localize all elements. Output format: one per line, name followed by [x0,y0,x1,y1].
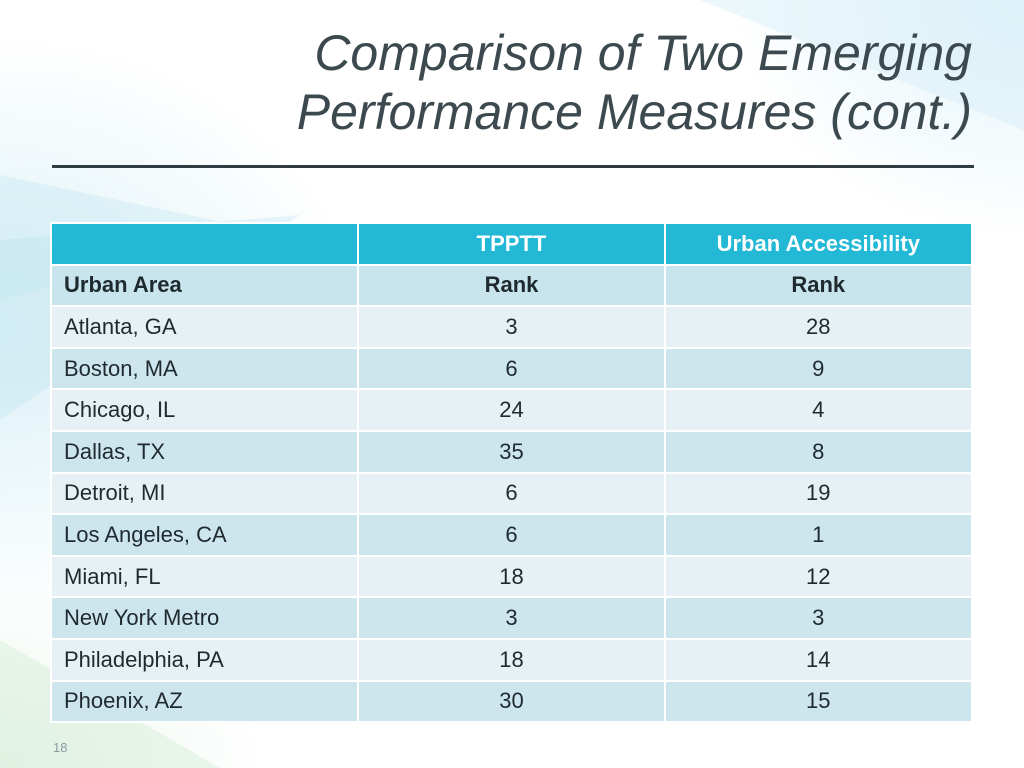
table-row: Los Angeles, CA 6 1 [49,513,974,557]
cell-urban-area: Philadelphia, PA [49,637,360,682]
cell-accessibility-rank: 15 [663,679,974,724]
cell-urban-area: New York Metro [49,596,360,640]
cell-urban-area: Atlanta, GA [49,305,360,349]
slide-title: Comparison of Two Emerging Performance M… [172,24,972,142]
cell-urban-area: Boston, MA [49,346,360,391]
table-row: Boston, MA 6 9 [49,346,974,391]
cell-accessibility-rank: 4 [663,388,974,432]
table-row: Chicago, IL 24 4 [49,388,974,432]
cell-accessibility-rank: 19 [663,471,974,516]
header-cell-tpptt: TPPTT [357,222,666,266]
table-row: Detroit, MI 6 19 [49,471,974,516]
cell-urban-area: Dallas, TX [49,429,360,474]
cell-accessibility-rank: 8 [663,429,974,474]
table-row: Atlanta, GA 3 28 [49,305,974,349]
header-cell-blank [49,222,360,266]
table-row: Philadelphia, PA 18 14 [49,637,974,682]
cell-tpptt-rank: 3 [357,596,666,640]
cell-urban-area: Miami, FL [49,554,360,599]
cell-urban-area: Los Angeles, CA [49,513,360,557]
cell-tpptt-rank: 18 [357,554,666,599]
cell-tpptt-rank: 30 [357,679,666,724]
header-row: TPPTT Urban Accessibility [49,222,974,266]
ranking-table: TPPTT Urban Accessibility Urban Area Ran… [49,222,974,724]
title-divider [52,165,974,168]
cell-urban-area: Detroit, MI [49,471,360,516]
table-header: TPPTT Urban Accessibility [49,222,974,266]
cell-tpptt-rank: 18 [357,637,666,682]
table-body: Urban Area Rank Rank Atlanta, GA 3 28 Bosto… [49,263,974,724]
cell-accessibility-rank: 3 [663,596,974,640]
cell-tpptt-rank: 6 [357,513,666,557]
cell-tpptt-rank: 24 [357,388,666,432]
header-cell-urban-accessibility: Urban Accessibility [663,222,974,266]
table-row: Phoenix, AZ 30 15 [49,679,974,724]
page-number: 18 [53,740,68,755]
cell-tpptt-rank: 35 [357,429,666,474]
subheader-urban-area: Urban Area [49,263,360,308]
cell-urban-area: Phoenix, AZ [49,679,360,724]
cell-accessibility-rank: 1 [663,513,974,557]
cell-tpptt-rank: 6 [357,346,666,391]
cell-tpptt-rank: 6 [357,471,666,516]
table-row: Dallas, TX 35 8 [49,429,974,474]
title-line-2: Performance Measures (cont.) [296,84,972,140]
cell-accessibility-rank: 14 [663,637,974,682]
table-row: Miami, FL 18 12 [49,554,974,599]
subheader-rank-accessibility: Rank [663,263,974,308]
cell-urban-area: Chicago, IL [49,388,360,432]
subheader-rank-tpptt: Rank [357,263,666,308]
subheader-row: Urban Area Rank Rank [49,263,974,308]
table-row: New York Metro 3 3 [49,596,974,640]
title-line-1: Comparison of Two Emerging [314,25,972,81]
cell-accessibility-rank: 12 [663,554,974,599]
cell-tpptt-rank: 3 [357,305,666,349]
cell-accessibility-rank: 9 [663,346,974,391]
cell-accessibility-rank: 28 [663,305,974,349]
